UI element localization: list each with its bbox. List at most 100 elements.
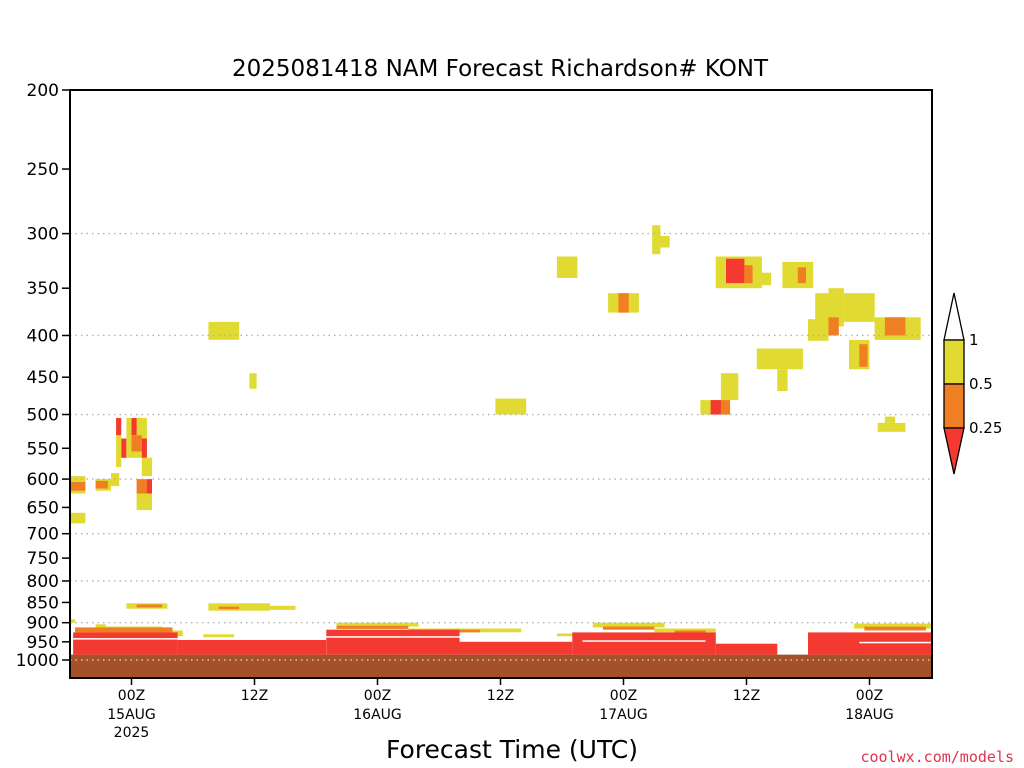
chart-title: 2025081418 NAM Forecast Richardson# KONT [232, 56, 769, 82]
ri-cell-30 [726, 258, 745, 284]
ri-cell-15 [146, 479, 152, 494]
ri-cell-33 [756, 348, 803, 370]
x-tick-label-0: 00Z [118, 688, 145, 704]
ri-cell-13 [141, 457, 153, 477]
y-tick-label-600: 600 [27, 470, 59, 490]
x-tick-date-4: 17AUG [599, 707, 648, 723]
legend-swatch-0.25-0.5 [943, 383, 965, 429]
ri-cell-71 [674, 630, 706, 633]
legend-under-arrow [943, 427, 965, 475]
ri-cell-2 [70, 512, 86, 524]
x-tick-date-0: 15AUG [107, 707, 156, 723]
richardson-cells [70, 225, 933, 655]
ri-cell-53 [218, 606, 240, 610]
y-axis: 200 250 300 350 400 450 500 550 600 650 700 750 8008… [16, 81, 70, 671]
x-tick-label-4: 00Z [610, 688, 637, 704]
y-tick-label-450: 450 [27, 368, 59, 388]
ri-cell-56 [95, 624, 106, 628]
x-tick-year-0: 2025 [114, 725, 150, 741]
ri-cell-23 [652, 225, 661, 255]
ri-cell-62 [556, 633, 583, 637]
ri-cell-65 [854, 623, 931, 629]
legend-label-1: 1 [969, 331, 979, 349]
grid-lines [70, 232, 932, 661]
ri-cell-12 [141, 438, 147, 458]
ri-cell-34 [777, 369, 788, 391]
ri-cell-79 [808, 632, 932, 655]
ri-cell-55 [70, 619, 76, 623]
y-tick-label-550: 550 [27, 439, 59, 459]
ri-cell-54 [269, 605, 296, 610]
ri-cell-63 [592, 622, 665, 628]
credit-link[interactable]: coolwx.com/models [860, 748, 1014, 766]
y-tick-label-400: 400 [27, 326, 59, 346]
ri-gap-1 [316, 636, 480, 638]
legend-over-arrow [943, 292, 965, 341]
x-axis: 00Z 15AUG 2025 12Z 00Z 16AUG 12Z 00Z 17AUG 12Z 00Z… [107, 678, 894, 741]
ri-cell-41 [843, 293, 875, 322]
x-tick-label-1: 12Z [241, 688, 268, 704]
x-tick-label-3: 12Z [487, 688, 514, 704]
ri-cell-70 [603, 626, 655, 630]
ri-cell-64 [654, 628, 716, 633]
ri-cell-68 [336, 625, 409, 629]
ri-cell-1 [70, 482, 86, 491]
ri-cell-59 [203, 634, 235, 638]
ri-cell-16 [136, 493, 152, 511]
ri-cell-28 [720, 373, 739, 400]
plot-background [70, 90, 932, 678]
plot-area [69, 89, 933, 679]
y-tick-label-200: 200 [27, 81, 59, 101]
ri-cell-31 [744, 265, 753, 284]
legend-colorbar: 1 0.5 0.25 [943, 292, 1002, 475]
y-tick-label-500: 500 [27, 406, 59, 426]
ri-cell-6 [116, 418, 122, 467]
x-tick-date-2: 16AUG [353, 707, 402, 723]
ri-cell-19 [495, 398, 527, 415]
ri-cell-37 [808, 319, 829, 341]
y-tick-label-800: 800 [27, 572, 59, 592]
x-axis-label: Forecast Time (UTC) [386, 735, 638, 764]
ri-cell-7 [116, 418, 122, 436]
ri-cell-51 [136, 604, 163, 608]
ri-cell-47 [884, 416, 896, 423]
ri-cell-32 [754, 272, 772, 286]
legend-label-0.25: 0.25 [969, 419, 1002, 437]
ri-cell-67 [75, 627, 173, 633]
ri-cell-11 [131, 435, 142, 452]
ri-cell-72 [864, 626, 926, 631]
x-tick-date-6: 18AUG [845, 707, 894, 723]
terrain-layer [70, 654, 932, 678]
x-tick-label-6: 00Z [856, 688, 883, 704]
ri-cell-4 [95, 480, 108, 489]
y-tick-label-700: 700 [27, 525, 59, 545]
y-tick-label-650: 650 [27, 498, 59, 518]
x-tick-label-5: 12Z [733, 688, 760, 704]
legend-swatch-0.5-1 [943, 339, 965, 385]
ri-cell-78 [715, 643, 778, 655]
y-tick-label-750: 750 [27, 549, 59, 569]
ri-gap-0 [70, 638, 275, 640]
ri-cell-73 [73, 632, 178, 655]
ri-cell-77 [572, 632, 716, 655]
ri-cell-39 [828, 288, 844, 327]
ri-cell-22 [618, 293, 629, 313]
ri-cell-8 [121, 438, 127, 458]
ri-cell-10 [131, 418, 137, 436]
ri-cell-36 [797, 267, 806, 284]
ri-cell-46 [877, 422, 906, 432]
y-tick-label-950: 950 [27, 633, 59, 653]
legend-label-0.5: 0.5 [969, 375, 993, 393]
ri-cell-74 [177, 640, 327, 655]
y-tick-label-250: 250 [27, 160, 59, 180]
ri-gap-2 [582, 640, 706, 642]
ri-gap-3 [859, 641, 933, 644]
y-tick-label-900: 900 [27, 614, 59, 634]
ri-cell-27 [720, 400, 731, 415]
ri-cell-24 [659, 236, 670, 248]
y-tick-label-850: 850 [27, 593, 59, 613]
ri-cell-18 [249, 373, 257, 389]
ri-cell-14 [136, 479, 150, 494]
x-tick-label-2: 00Z [364, 688, 391, 704]
